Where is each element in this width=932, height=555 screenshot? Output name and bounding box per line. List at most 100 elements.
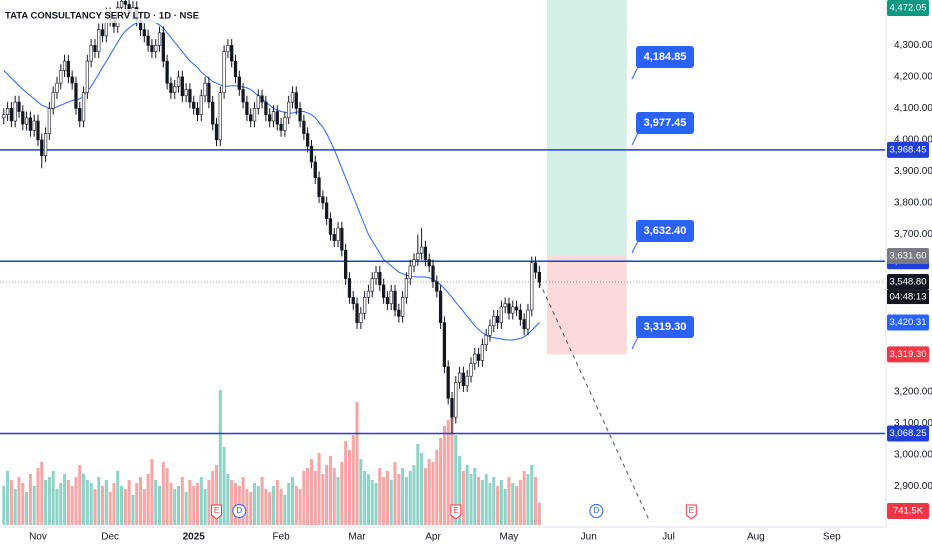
- candle-body: [70, 76, 74, 84]
- volume-bar: [332, 468, 336, 525]
- candle-body: [199, 95, 203, 115]
- candle-body: [419, 246, 424, 254]
- y-tick-label: 4,000.00: [894, 135, 932, 146]
- candle-body: [514, 306, 519, 311]
- volume-bar: [347, 450, 351, 525]
- volume-bar: [112, 483, 116, 525]
- volume-bar: [427, 459, 431, 525]
- candle-body: [40, 139, 44, 156]
- event-label: D: [236, 506, 242, 515]
- volume-bar: [340, 462, 344, 525]
- volume-bar: [249, 492, 253, 525]
- volume-bar: [70, 486, 74, 525]
- candle-body: [416, 253, 420, 260]
- price-badge: 3,548.80: [890, 277, 927, 288]
- candle-body: [518, 309, 522, 320]
- volume-bar: [492, 477, 496, 525]
- event-label: D: [593, 506, 599, 515]
- candle-body: [355, 303, 359, 323]
- volume-bar: [17, 477, 21, 525]
- price-badge-bg: [887, 314, 929, 331]
- candle-body: [169, 82, 173, 93]
- candle-body: [245, 101, 249, 115]
- volume-bar: [161, 462, 165, 525]
- callout-label: 4,184.85: [644, 51, 687, 63]
- candle-body: [97, 29, 101, 52]
- y-tick-label: 4,300.00: [894, 40, 932, 51]
- volume-bar: [108, 492, 112, 525]
- volume-bar: [66, 480, 70, 525]
- volume-bar: [355, 402, 359, 525]
- event-icon: [232, 504, 247, 518]
- volume-bar: [188, 480, 192, 525]
- price-badge-bg: [887, 247, 929, 264]
- volume-bar: [222, 447, 226, 525]
- volume-bar: [374, 483, 378, 525]
- volume-bar: [336, 477, 340, 525]
- chart-title: TATA CONSULTANCY SERV LTD · 1D · NSE: [5, 11, 199, 22]
- volume-bar: [499, 480, 503, 525]
- candle-body: [404, 278, 409, 298]
- volume-bar: [488, 483, 492, 525]
- candle-body: [469, 363, 473, 377]
- candle-body: [24, 117, 29, 125]
- candle-body: [366, 290, 371, 298]
- callout-leader: [631, 132, 639, 146]
- volume-bar: [290, 477, 294, 525]
- candle-body: [454, 382, 458, 418]
- candle-body: [344, 249, 348, 279]
- callout-label: 3,632.40: [644, 225, 687, 237]
- x-tick-label: Jul: [662, 532, 675, 543]
- candle-body: [241, 89, 245, 103]
- volume-bar: [199, 477, 203, 525]
- volume-bar: [120, 486, 124, 525]
- candle-body: [78, 108, 82, 122]
- volume-bar: [461, 471, 465, 525]
- volume-bar: [302, 471, 306, 525]
- candle-body: [264, 101, 268, 115]
- volume-bar: [154, 480, 158, 525]
- volume-bar: [522, 471, 526, 525]
- candle-body: [313, 161, 317, 179]
- candle-body: [427, 259, 431, 267]
- callout-leader: [631, 66, 639, 80]
- x-tick-label: 2025: [183, 532, 206, 543]
- event-label: E: [214, 506, 219, 515]
- volume-bar: [55, 489, 59, 525]
- volume-bar: [359, 459, 363, 525]
- y-tick-label: 3,100.00: [894, 418, 932, 429]
- volume-bar: [484, 474, 488, 525]
- volume-bar: [195, 483, 200, 525]
- y-tick-label: 3,000.00: [894, 450, 932, 461]
- candle-body: [317, 177, 321, 197]
- y-tick-label: 4,100.00: [894, 103, 932, 114]
- candle-body: [495, 316, 500, 323]
- volume-bar: [408, 471, 412, 525]
- volume-bar: [40, 462, 44, 525]
- x-tick-label: Aug: [747, 532, 765, 543]
- countdown: 04:48:13: [890, 292, 927, 303]
- hline-badge: 3,968.45: [890, 144, 927, 155]
- stop-zone: [546, 255, 627, 355]
- volume-bar: [366, 474, 370, 525]
- y-tick-label: 3,200.00: [894, 387, 932, 398]
- price-badge: 3,420.31: [890, 317, 927, 328]
- volume-bar: [214, 465, 219, 525]
- volume-bar: [184, 492, 188, 525]
- candle-body: [36, 120, 40, 141]
- candle-body: [237, 76, 241, 90]
- volume-bar: [28, 474, 32, 525]
- candle-body: [476, 353, 481, 361]
- volume-bar: [325, 465, 329, 525]
- candle-body: [457, 372, 462, 383]
- volume-bar: [44, 480, 48, 525]
- volume-bar: [294, 486, 298, 525]
- candle-body: [43, 133, 48, 156]
- volume-bar: [526, 474, 530, 525]
- volume-bar: [351, 435, 355, 525]
- volume-bar: [477, 477, 481, 525]
- volume-bar: [446, 420, 450, 525]
- volume-bar: [207, 480, 211, 525]
- candle-body: [123, 0, 127, 5]
